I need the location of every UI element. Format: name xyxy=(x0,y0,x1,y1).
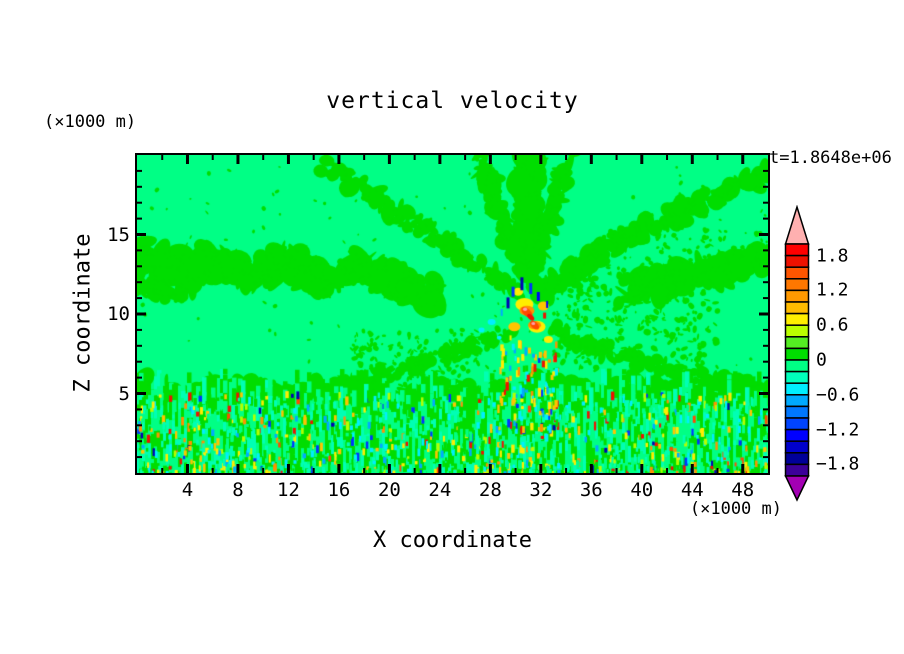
velocity-field-heatmap xyxy=(137,155,768,473)
x-tick-label: 28 xyxy=(478,479,502,501)
x-tick-label: 44 xyxy=(680,479,704,501)
time-annotation: t=1.8648e+06 xyxy=(769,148,892,168)
x-tick-label: 4 xyxy=(181,479,194,501)
colorbar-tick-label: 0 xyxy=(816,349,827,371)
z-tick-label: 5 xyxy=(118,382,130,405)
colorbar-tick-label: 0.6 xyxy=(816,314,849,336)
x-tick-label: 24 xyxy=(428,479,452,501)
x-tick-label: 8 xyxy=(232,479,244,501)
plot-area xyxy=(135,153,770,475)
colorbar-tick-label: −0.6 xyxy=(816,384,860,406)
x-tick-label: 20 xyxy=(377,479,401,501)
z-tick-label: 15 xyxy=(107,223,130,246)
x-tick-label: 32 xyxy=(529,479,553,501)
z-axis-unit-label: (×1000 m) xyxy=(44,112,137,132)
x-tick-label: 16 xyxy=(327,479,351,501)
z-tick-label: 10 xyxy=(107,303,130,325)
x-axis-title: X coordinate xyxy=(373,528,532,553)
x-tick-label: 36 xyxy=(579,479,603,501)
colorbar-scale xyxy=(784,204,810,502)
colorbar-tick-label: 1.8 xyxy=(816,245,849,267)
x-tick-label: 12 xyxy=(276,479,300,501)
plot-title: vertical velocity xyxy=(326,88,579,114)
colorbar-tick-label: 1.2 xyxy=(816,279,849,301)
x-tick-label: 40 xyxy=(630,479,654,501)
x-tick-label: 48 xyxy=(731,479,755,501)
colorbar: 1.8 1.2 0.6 0 −0.6 −1.2 −1.8 xyxy=(784,204,904,505)
colorbar-tick-label: −1.8 xyxy=(816,453,860,475)
colorbar-tick-label: −1.2 xyxy=(816,419,860,441)
x-axis-unit-label: (×1000 m) xyxy=(689,499,782,519)
